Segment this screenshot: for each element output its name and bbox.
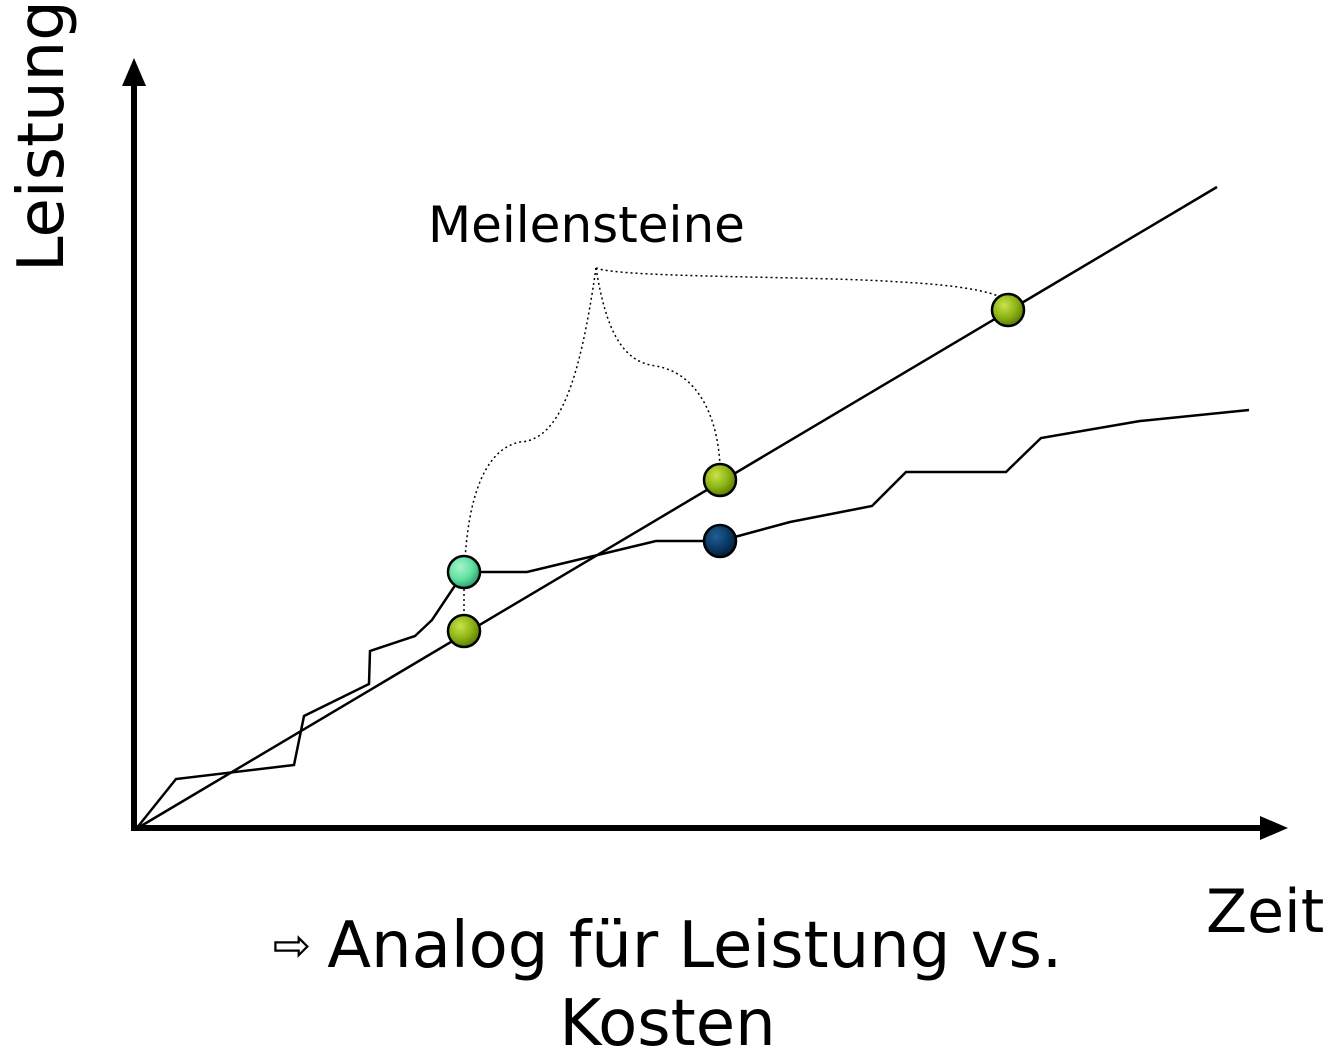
milestone-marker-actual-1	[446, 554, 482, 590]
y-axis-label: Leistung	[5, 0, 79, 272]
planned-line	[135, 185, 1218, 831]
x-axis-arrowhead	[1260, 816, 1288, 840]
milestone-marker-planned-2	[702, 462, 738, 498]
caption-line-1: ⇨ Analog für Leistung vs.	[0, 906, 1335, 985]
milestone-marker-planned-3	[990, 292, 1026, 328]
y-axis-arrowhead	[122, 58, 146, 86]
caption: ⇨ Analog für Leistung vs. Kosten	[0, 906, 1335, 1063]
hollow-right-arrow-icon: ⇨	[272, 918, 312, 972]
milestones-label: Meilensteine	[428, 196, 745, 254]
milestone-leader-1	[464, 267, 597, 561]
milestone-leader-3	[595, 267, 1007, 301]
actual-line	[135, 408, 1250, 830]
caption-line-2: Kosten	[559, 987, 776, 1061]
caption-text-1: Analog für Leistung vs.	[327, 909, 1063, 983]
milestone-marker-planned-1	[446, 613, 482, 649]
milestone-marker-actual-2	[702, 523, 738, 559]
x-axis-label: Zeit	[1206, 877, 1325, 947]
milestone-leader-2	[595, 267, 721, 467]
